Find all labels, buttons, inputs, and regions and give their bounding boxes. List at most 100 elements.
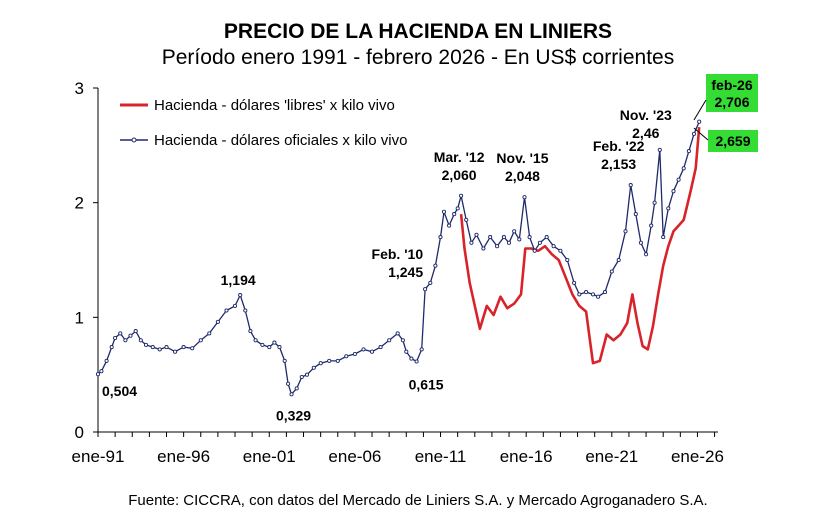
series-point-oficiales <box>318 361 323 366</box>
series-point-oficiales <box>661 235 666 240</box>
series-point-oficiales <box>697 119 702 124</box>
highlight-box-feb26: feb-26 2,706 <box>706 74 758 112</box>
series-point-oficiales <box>224 308 229 313</box>
series-point-oficiales <box>395 331 400 336</box>
series-point-oficiales <box>652 200 657 205</box>
series-point-oficiales <box>544 235 549 240</box>
series-point-oficiales <box>289 392 294 397</box>
highlight-box-feb26-date: feb-26 <box>711 77 752 93</box>
series-point-oficiales <box>409 356 414 361</box>
x-tick-label: ene-06 <box>328 447 381 466</box>
series-point-oficiales <box>104 358 109 363</box>
series-point-oficiales <box>272 340 277 345</box>
chart-source: Fuente: CICCRA, con datos del Mercado de… <box>128 492 708 509</box>
x-tick-label: ene-11 <box>415 447 467 466</box>
highlight-box-feb26-value: 2,706 <box>714 94 749 110</box>
series-point-oficiales <box>644 252 649 257</box>
series-point-oficiales <box>150 345 155 350</box>
series-point-oficiales <box>260 342 265 347</box>
series-point-oficiales <box>133 329 138 334</box>
data-annotation: Feb. '10 <box>372 246 424 262</box>
data-annotation: 1,194 <box>221 272 256 288</box>
series-point-oficiales <box>109 345 114 350</box>
series-point-oficiales <box>304 372 310 377</box>
data-annotation: 2,060 <box>442 167 477 183</box>
legend-marker-oficiales <box>131 137 137 143</box>
series-point-oficiales <box>666 206 671 211</box>
series-point-oficiales <box>616 257 621 263</box>
y-tick-label: 2 <box>75 194 84 213</box>
series-point-oficiales <box>565 257 570 263</box>
y-tick-label: 1 <box>75 308 84 327</box>
series-point-oficiales <box>428 280 433 285</box>
series-point-oficiales <box>215 319 220 324</box>
series-point-oficiales <box>609 269 614 274</box>
series-point-oficiales <box>657 147 662 152</box>
data-annotation: 2,048 <box>505 168 540 184</box>
series-point-oficiales <box>469 240 474 245</box>
series-point-oficiales <box>459 193 464 198</box>
series-point-oficiales <box>286 381 291 386</box>
series-point-oficiales <box>532 248 537 253</box>
series-point-oficiales <box>590 292 596 297</box>
data-annotation: 0,329 <box>276 407 311 423</box>
series-point-oficiales <box>558 248 563 253</box>
series-point-oficiales <box>419 347 424 352</box>
series-point-oficiales <box>369 349 375 354</box>
series-point-oficiales <box>157 347 162 352</box>
series-line-libres <box>459 126 701 365</box>
series-point-oficiales <box>123 338 128 343</box>
series-point-oficiales <box>238 293 243 298</box>
series-point-oficiales <box>455 206 460 211</box>
series-point-oficiales <box>253 338 258 343</box>
series-point-oficiales <box>143 342 149 347</box>
series-point-oficiales <box>173 349 178 354</box>
series-point-oficiales <box>512 229 517 234</box>
callout-line-libres <box>693 127 709 141</box>
series-point-oficiales <box>537 240 542 245</box>
series-point-oficiales <box>623 229 628 234</box>
series-point-oficiales <box>248 329 253 334</box>
series-point-oficiales <box>691 131 697 136</box>
data-annotation: Feb. '22 <box>593 138 645 154</box>
callout-line-feb26 <box>693 99 707 121</box>
series-point-oficiales <box>441 209 447 214</box>
data-annotation: 0,615 <box>409 376 444 392</box>
data-annotation: Nov. '15 <box>496 150 548 166</box>
annotation-layer: 0,504 1,194 0,329 Feb. '10 1,245 0,615 Mar. '1… <box>102 107 672 423</box>
series-point-oficiales <box>438 235 443 240</box>
x-tick-label: ene-96 <box>157 447 210 466</box>
series-point-oficiales <box>181 345 186 350</box>
y-tick-label: 0 <box>75 423 84 442</box>
series-point-oficiales <box>527 235 532 240</box>
data-annotation: 1,245 <box>388 264 423 280</box>
series-point-oficiales <box>299 374 304 380</box>
x-tick-label: ene-26 <box>671 447 724 466</box>
series-point-oficiales <box>378 345 383 350</box>
series-point-oficiales <box>400 338 405 343</box>
chart-subtitle: Período enero 1991 - febrero 2026 - En U… <box>161 46 675 69</box>
series-point-oficiales <box>602 290 608 295</box>
series-point-oficiales <box>671 189 676 194</box>
data-annotation: Nov. '23 <box>620 107 672 123</box>
series-point-oficiales <box>387 338 392 343</box>
highlight-box-libres-bg <box>708 130 758 152</box>
series-point-oficiales <box>232 303 238 308</box>
series-point-oficiales <box>294 386 299 391</box>
series-point-oficiales <box>676 177 681 182</box>
series-point-oficiales <box>517 237 522 242</box>
series-layer <box>95 119 702 397</box>
series-point-oficiales <box>164 345 169 350</box>
x-tick-label: ene-16 <box>500 447 553 466</box>
x-tick-label: ene-91 <box>72 447 125 466</box>
series-point-oficiales <box>522 195 527 200</box>
series-point-oficiales <box>474 232 479 237</box>
x-tick-label: ene-01 <box>243 447 296 466</box>
series-point-oficiales <box>488 235 493 240</box>
series-point-oficiales <box>311 365 316 370</box>
series-point-oficiales <box>277 345 282 350</box>
series-point-oficiales <box>577 292 582 297</box>
y-tick-label: 3 <box>75 79 84 98</box>
series-point-oficiales <box>267 345 272 350</box>
